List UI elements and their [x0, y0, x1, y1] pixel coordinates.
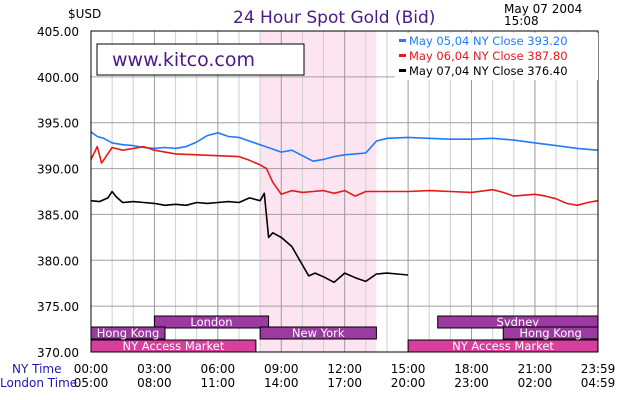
series-line-2 [90, 145, 599, 207]
session-bar-label: Sydney [497, 315, 540, 329]
watermark-text: www.kitco.com [112, 49, 255, 71]
x-tick-label-ny: 06:00 [201, 362, 236, 376]
y-tick-label: 385.00 [37, 208, 79, 222]
y-tick-label: 400.00 [37, 71, 79, 85]
y-tick-label: 390.00 [37, 163, 79, 177]
session-bar-rect [259, 326, 377, 340]
x-tick-label-ny: 21:00 [518, 362, 553, 376]
session-bar: Sydney [437, 315, 599, 329]
y-tick-label: 370.00 [37, 346, 79, 360]
x-tick-label-ny: 09:00 [264, 362, 299, 376]
y-axis-ticks: 405.00 400.00 395.00 390.00 385.00 380.00 375.… [37, 25, 79, 360]
session-bar-label: Hong Kong [97, 326, 160, 340]
session-bar: New York [259, 326, 377, 340]
y-tick-label: 380.00 [37, 254, 79, 268]
session-bar: Hong Kong [502, 326, 599, 340]
session-bar-label: NY Access Market [123, 339, 225, 353]
timestamp-time: 15:08 [504, 14, 539, 28]
timestamp-date: May 07 2004 [504, 2, 582, 16]
session-bar-label: New York [292, 326, 345, 340]
y-axis-unit-label: $USD [68, 7, 101, 21]
series-line-3 [90, 190, 409, 284]
x-tick-label-ny: 18:00 [454, 362, 489, 376]
x-tick-label-london: 11:00 [201, 376, 236, 390]
plot-frame [90, 30, 599, 353]
y-tick-label: 375.00 [37, 300, 79, 314]
session-bar-label: Hong Kong [519, 326, 582, 340]
legend-swatch [399, 39, 406, 42]
session-bar-rect [153, 315, 270, 329]
x-tick-label-london: 17:00 [327, 376, 362, 390]
y-tick-label: 405.00 [37, 25, 79, 39]
x-tick-label-london: 23:00 [454, 376, 489, 390]
x-tick-label-london: 08:00 [137, 376, 172, 390]
session-bar: NY Access Market [90, 339, 257, 353]
x-axis-london-time-label: London Time [0, 376, 77, 390]
legend-box [395, 33, 598, 80]
y-tick-label: 395.00 [37, 117, 79, 131]
x-tick-label-ny: 23:59 [581, 362, 616, 376]
legend-entry: May 07,04 NY Close 376.40 [409, 64, 568, 78]
x-tick-label-ny: 12:00 [327, 362, 362, 376]
x-tick-label-ny: 00:00 [74, 362, 109, 376]
x-tick-label-ny: 15:00 [391, 362, 426, 376]
x-tick-label-london: 02:00 [518, 376, 553, 390]
session-bar: NY Access Market [407, 339, 599, 353]
session-bar-label: London [190, 315, 232, 329]
legend-entry: May 06,04 NY Close 387.80 [409, 49, 568, 63]
x-tick-label-london: 14:00 [264, 376, 299, 390]
x-tick-label-ny: 03:00 [137, 362, 172, 376]
price-series [90, 131, 599, 284]
legend-entry: May 05,04 NY Close 393.20 [409, 34, 568, 48]
x-tick-label-london: 04:59 [581, 376, 616, 390]
x-axis-ny-time-label: NY Time [12, 362, 62, 376]
legend-swatch [399, 54, 406, 57]
session-bar: Hong Kong [90, 326, 166, 340]
chart-title: 24 Hour Spot Gold (Bid) [233, 8, 435, 28]
session-bar: London [153, 315, 270, 329]
x-tick-label-london: 20:00 [391, 376, 426, 390]
x-tick-label-london: 05:00 [74, 376, 109, 390]
legend-swatch [399, 69, 406, 72]
session-bar-label: NY Access Market [452, 339, 554, 353]
watermark: www.kitco.com [96, 43, 305, 76]
